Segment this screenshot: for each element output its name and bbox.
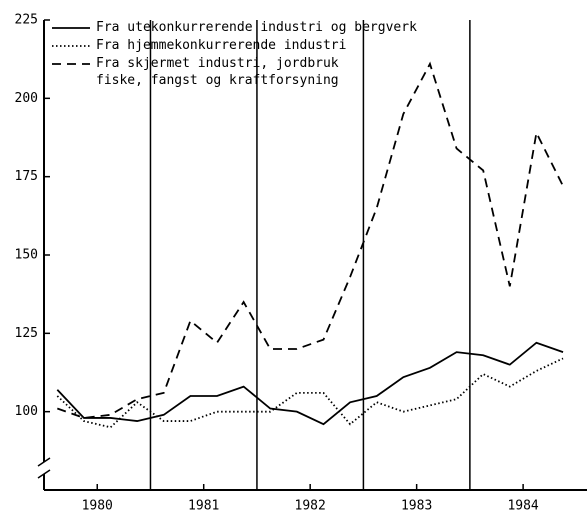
x-tick-label: 1981 [188, 499, 219, 514]
series-line [56, 341, 564, 426]
y-tick-label: 200 [15, 91, 38, 106]
x-tick-label: 1984 [507, 499, 538, 514]
legend-entry-box: Fra skjermet industri, jordbruk fiske, f… [96, 56, 339, 88]
legend-label: Fra hjemmekonkurrerende industri [96, 38, 347, 53]
y-tick-label: 100 [15, 404, 38, 419]
legend-entry-box: Fra hjemmekonkurrerende industri [96, 38, 347, 53]
legend-entry-box: Fra utekonkurrerende industri og bergver… [96, 20, 417, 35]
legend-label: Fra skjermet industri, jordbruk fiske, f… [96, 56, 339, 88]
x-tick-label: 1980 [82, 499, 113, 514]
y-tick-label: 225 [15, 13, 38, 28]
y-tick-label: 125 [15, 326, 38, 341]
y-tick-label: 150 [15, 248, 38, 263]
axis-break [37, 469, 51, 479]
y-tick-label: 175 [15, 169, 38, 184]
axis-break [37, 457, 51, 467]
series-line [57, 61, 564, 419]
legend-label: Fra utekonkurrerende industri og bergver… [96, 20, 417, 35]
x-tick-label: 1982 [295, 499, 326, 514]
x-tick-label: 1983 [401, 499, 432, 514]
series-line [56, 357, 564, 429]
